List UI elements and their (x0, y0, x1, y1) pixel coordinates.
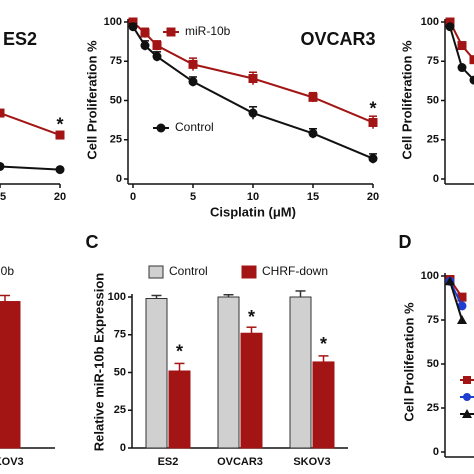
point (457, 301, 467, 311)
point (368, 154, 378, 164)
y-axis-label: Relative miR-10b Expression (91, 273, 106, 452)
legend-label: Control (175, 120, 214, 134)
x-axis-label: Cisplatin (μM) (210, 204, 296, 219)
x-tick-label: 5 (190, 191, 196, 203)
point (469, 75, 474, 85)
point (140, 41, 150, 51)
bar (289, 296, 312, 449)
x-tick-label: OVCAR3 (217, 456, 263, 468)
x-tick-label: ES2 (158, 456, 179, 468)
y-tick-label: 75 (114, 329, 126, 341)
annotation: * (56, 114, 63, 134)
legend-swatch (241, 265, 257, 279)
chart-title: OVCAR3 (300, 29, 375, 49)
y-tick-label: 0 (120, 442, 126, 454)
point (140, 28, 150, 38)
chart-title: ES2 (3, 29, 37, 49)
y-tick-label: 100 (421, 270, 439, 282)
point (0, 161, 5, 171)
point (457, 41, 467, 51)
point (248, 74, 258, 84)
y-tick-label: 0 (433, 173, 439, 185)
legend-markers-d (460, 376, 474, 418)
legend-swatch (148, 265, 164, 279)
series-line (449, 26, 474, 81)
bar (240, 332, 263, 449)
series-line (0, 165, 61, 171)
y-tick-label: 25 (110, 134, 122, 146)
bar (0, 301, 21, 449)
annotation: * (176, 342, 183, 362)
point (128, 17, 138, 27)
x-tick-label: SKOV3 (293, 456, 330, 468)
point (128, 22, 138, 32)
point (152, 52, 162, 62)
y-tick-label: 100 (104, 16, 122, 28)
y-tick-label: 75 (427, 314, 439, 326)
x-tick-label: SKOV3 (0, 456, 24, 468)
point (55, 165, 65, 175)
point (248, 108, 258, 118)
series-line (0, 112, 61, 136)
point (166, 27, 176, 37)
y-tick-label: 50 (110, 94, 122, 106)
legend-label: CHRF-down (262, 264, 328, 278)
point (156, 123, 166, 133)
legend-label: miR-10b (0, 264, 14, 278)
chart-title: D (399, 232, 412, 252)
y-tick-label: 75 (427, 55, 439, 67)
bar (217, 296, 240, 449)
point (188, 77, 198, 87)
x-tick-label: 15 (0, 191, 6, 203)
point (445, 17, 455, 27)
point (457, 63, 467, 73)
point (368, 117, 378, 127)
y-tick-label: 0 (116, 173, 122, 185)
point (152, 41, 162, 51)
bar (145, 298, 168, 449)
point (308, 92, 318, 102)
y-tick-label: 25 (427, 402, 439, 414)
point (308, 128, 318, 138)
point (469, 55, 474, 65)
chart-title: C (86, 232, 99, 252)
y-tick-label: 50 (114, 366, 126, 378)
legend-marker (462, 409, 472, 418)
annotation: * (369, 99, 376, 119)
y-axis-label: Cell Proliferation % (84, 40, 99, 160)
y-axis-label: Cell Proliferation % (399, 40, 414, 160)
y-tick-label: 100 (108, 291, 126, 303)
annotation: * (320, 334, 327, 354)
series-line (449, 280, 463, 321)
legend-label: Control (169, 264, 208, 278)
y-tick-label: 50 (427, 358, 439, 370)
point (0, 108, 5, 118)
legend-label: miR-10b (185, 24, 231, 38)
x-tick-label: 0 (130, 191, 136, 203)
annotation: * (248, 307, 255, 327)
point (445, 276, 455, 286)
x-tick-label: 10 (247, 191, 259, 203)
y-tick-label: 75 (110, 55, 122, 67)
legend-marker (463, 376, 471, 384)
bar (312, 361, 335, 449)
y-tick-label: 0 (433, 446, 439, 458)
point (55, 130, 65, 140)
x-tick-label: 20 (54, 191, 66, 203)
x-tick-label: 15 (307, 191, 319, 203)
y-tick-label: 50 (427, 94, 439, 106)
y-tick-label: 100 (421, 16, 439, 28)
bar (168, 370, 191, 449)
point (457, 292, 467, 302)
point (457, 315, 467, 324)
legend-marker (463, 393, 471, 401)
y-axis-label: Cell Proliferation % (401, 302, 416, 422)
x-tick-label: 20 (367, 191, 379, 203)
y-tick-label: 25 (114, 404, 126, 416)
y-tick-label: 25 (427, 134, 439, 146)
point (188, 59, 198, 69)
point (445, 22, 455, 32)
